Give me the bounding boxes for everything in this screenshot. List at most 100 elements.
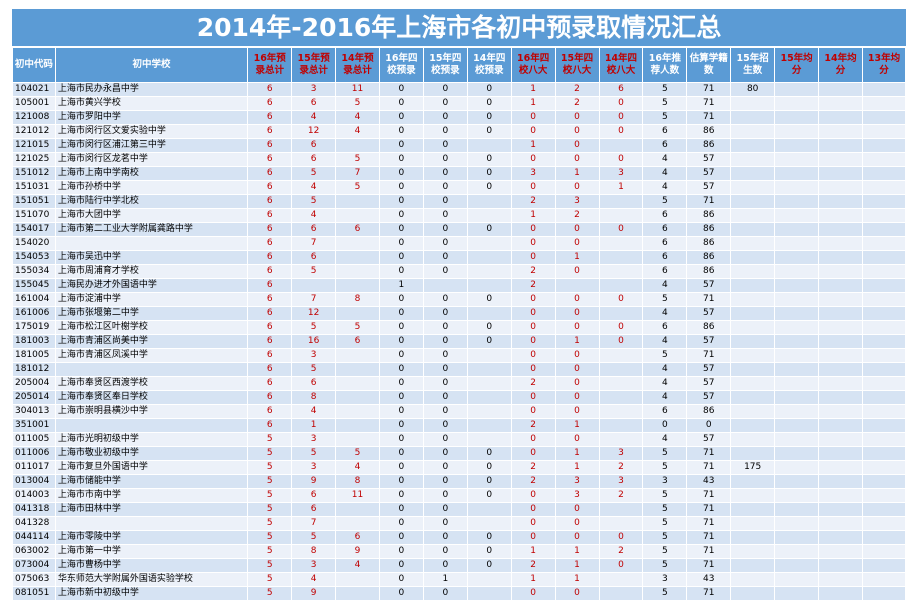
table-cell[interactable] [466,250,512,265]
table-cell[interactable]: 0 [554,124,600,139]
table-cell[interactable]: 1 [554,166,600,181]
table-cell[interactable] [774,474,820,489]
table-cell[interactable]: 6 [247,334,293,349]
school-name-cell[interactable]: 上海市陆行中学北校 [54,194,249,209]
school-code-cell[interactable]: 121015 [12,138,56,153]
table-cell[interactable]: 0 [422,376,468,391]
table-cell[interactable] [818,544,863,559]
table-cell[interactable] [730,488,776,503]
table-cell[interactable]: 4 [335,460,380,475]
table-cell[interactable]: 5 [642,460,688,475]
table-cell[interactable] [730,152,776,167]
table-cell[interactable]: 1 [554,446,600,461]
table-cell[interactable]: 0 [422,96,468,111]
table-cell[interactable]: 86 [686,250,732,265]
table-cell[interactable]: 0 [378,138,424,153]
table-cell[interactable]: 0 [598,334,644,349]
table-cell[interactable]: 0 [378,152,424,167]
table-cell[interactable]: 0 [378,572,424,587]
table-cell[interactable] [466,348,512,363]
table-cell[interactable]: 0 [378,446,424,461]
table-cell[interactable] [466,138,512,153]
table-cell[interactable] [598,586,644,601]
table-cell[interactable]: 0 [554,432,600,447]
school-name-cell[interactable]: 上海市闵行区浦江第三中学 [54,138,249,153]
table-cell[interactable]: 5 [247,460,293,475]
school-code-cell[interactable]: 075063 [12,572,56,587]
table-cell[interactable]: 0 [378,502,424,517]
table-cell[interactable]: 0 [598,110,644,125]
school-code-cell[interactable]: 011005 [12,432,56,447]
table-cell[interactable] [730,166,776,181]
table-cell[interactable] [335,236,380,251]
table-cell[interactable]: 0 [378,334,424,349]
school-code-cell[interactable]: 155034 [12,264,56,279]
table-cell[interactable] [774,390,820,405]
table-cell[interactable]: 5 [642,82,688,97]
table-cell[interactable]: 1 [554,460,600,475]
table-cell[interactable]: 0 [510,180,556,195]
table-cell[interactable] [598,348,644,363]
table-cell[interactable] [335,586,380,601]
table-cell[interactable]: 5 [642,96,688,111]
table-cell[interactable]: 86 [686,222,732,237]
table-cell[interactable] [598,194,644,209]
table-cell[interactable]: 8 [335,474,380,489]
table-cell[interactable]: 3 [291,432,337,447]
table-cell[interactable]: 57 [686,432,732,447]
table-cell[interactable] [335,306,380,321]
table-cell[interactable] [730,96,776,111]
table-cell[interactable]: 1 [510,544,556,559]
table-cell[interactable]: 2 [510,558,556,573]
table-cell[interactable]: 6 [247,362,293,377]
table-cell[interactable]: 0 [422,544,468,559]
table-cell[interactable]: 6 [642,320,688,335]
table-cell[interactable]: 0 [554,236,600,251]
table-cell[interactable]: 3 [554,194,600,209]
table-cell[interactable]: 4 [291,208,337,223]
table-cell[interactable]: 0 [598,530,644,545]
table-cell[interactable]: 3 [642,572,688,587]
table-cell[interactable]: 0 [422,82,468,97]
table-cell[interactable] [861,418,907,433]
table-cell[interactable] [818,446,863,461]
table-cell[interactable]: 0 [554,362,600,377]
table-cell[interactable]: 5 [642,194,688,209]
table-cell[interactable] [774,124,820,139]
school-name-cell[interactable]: 上海市黄兴学校 [54,96,249,111]
table-cell[interactable]: 0 [510,432,556,447]
table-cell[interactable]: 175 [730,460,776,475]
table-cell[interactable]: 0 [422,124,468,139]
col-header[interactable]: 14年四校八大 [598,47,644,83]
school-name-cell[interactable]: 上海市松江区叶榭学校 [54,320,249,335]
table-cell[interactable]: 5 [335,152,380,167]
table-cell[interactable] [730,530,776,545]
table-cell[interactable]: 6 [642,264,688,279]
table-cell[interactable]: 5 [247,558,293,573]
table-cell[interactable]: 1 [510,208,556,223]
table-cell[interactable]: 6 [642,250,688,265]
table-cell[interactable] [730,222,776,237]
table-cell[interactable]: 0 [554,502,600,517]
table-cell[interactable] [774,530,820,545]
table-cell[interactable] [861,446,907,461]
table-cell[interactable]: 0 [554,516,600,531]
table-cell[interactable]: 7 [335,166,380,181]
school-name-cell[interactable]: 上海市青浦区尚美中学 [54,334,249,349]
table-cell[interactable]: 5 [247,432,293,447]
school-code-cell[interactable]: 181012 [12,362,56,377]
table-cell[interactable] [818,474,863,489]
table-cell[interactable]: 5 [291,446,337,461]
table-cell[interactable] [466,502,512,517]
table-cell[interactable]: 6 [291,138,337,153]
table-cell[interactable]: 6 [247,320,293,335]
table-cell[interactable] [466,194,512,209]
col-header[interactable]: 初中代码 [12,47,56,83]
table-cell[interactable] [730,474,776,489]
table-cell[interactable]: 0 [554,306,600,321]
school-name-cell[interactable]: 上海市上南中学南校 [54,166,249,181]
table-cell[interactable]: 6 [247,306,293,321]
school-name-cell[interactable]: 上海市曹杨中学 [54,558,249,573]
table-cell[interactable]: 0 [466,166,512,181]
table-cell[interactable] [861,516,907,531]
